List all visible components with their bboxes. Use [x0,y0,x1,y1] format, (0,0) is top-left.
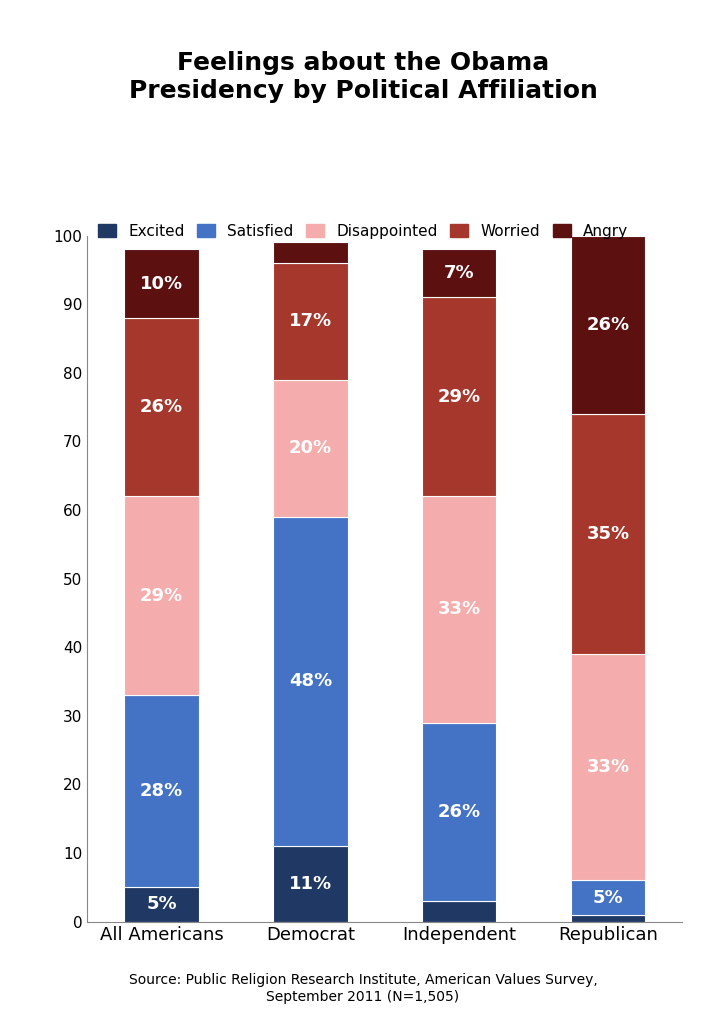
Text: 33%: 33% [438,600,481,618]
Text: Source: Public Religion Research Institute, American Values Survey,
September 20: Source: Public Religion Research Institu… [129,974,597,1004]
Text: Feelings about the Obama
Presidency by Political Affiliation: Feelings about the Obama Presidency by P… [129,51,597,103]
Text: 28%: 28% [140,782,183,800]
Bar [124,249,199,317]
Text: 7%: 7% [444,264,475,283]
Bar [571,881,645,914]
Bar [124,695,199,887]
Bar [124,497,199,695]
Bar [273,263,348,380]
Bar [273,846,348,922]
Text: 29%: 29% [140,587,183,605]
Bar [571,654,645,881]
Bar [571,414,645,654]
Text: 26%: 26% [140,398,183,416]
Text: 5%: 5% [592,889,624,906]
Text: 33%: 33% [587,758,629,776]
Bar [273,380,348,517]
Bar [422,497,497,723]
Bar [422,249,497,297]
Bar [124,317,199,497]
Text: 5%: 5% [146,895,177,913]
Bar [422,297,497,497]
Legend: Excited, Satisfied, Disappointed, Worried, Angry: Excited, Satisfied, Disappointed, Worrie… [91,217,635,245]
Bar [422,723,497,901]
Text: 20%: 20% [289,439,332,457]
Text: 17%: 17% [289,312,332,331]
Bar [422,901,497,922]
Text: 26%: 26% [438,803,481,821]
Text: 26%: 26% [587,315,629,334]
Text: 35%: 35% [587,525,629,543]
Text: 10%: 10% [140,274,183,293]
Bar [273,243,348,263]
Text: 29%: 29% [438,388,481,406]
Bar [273,517,348,846]
Bar [124,887,199,922]
Bar [571,914,645,922]
Bar [571,236,645,414]
Text: 11%: 11% [289,874,332,893]
Text: 48%: 48% [289,673,332,690]
